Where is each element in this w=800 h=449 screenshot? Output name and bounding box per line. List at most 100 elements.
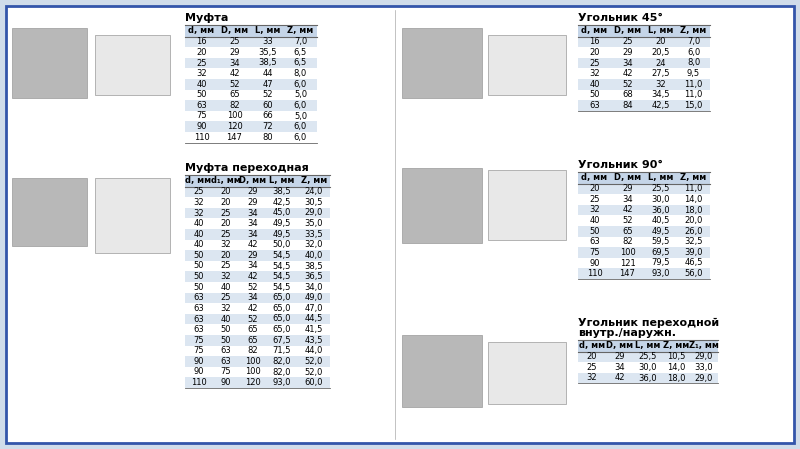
Bar [402, 168, 482, 243]
Text: 20: 20 [590, 184, 600, 194]
Text: 9,5: 9,5 [687, 69, 700, 78]
Text: d, мм: d, мм [582, 26, 607, 35]
Text: 120: 120 [226, 122, 242, 131]
Bar [185, 25, 317, 36]
Text: 25,5: 25,5 [651, 184, 670, 194]
Text: 29: 29 [247, 198, 258, 207]
Text: 71,5: 71,5 [273, 346, 291, 355]
Text: Z, мм: Z, мм [680, 26, 706, 35]
Text: 65,0: 65,0 [273, 304, 291, 313]
Text: 90: 90 [194, 357, 204, 366]
Text: 25: 25 [196, 58, 206, 67]
Bar [185, 367, 330, 377]
Text: 10,5: 10,5 [667, 352, 685, 361]
Text: D, мм: D, мм [221, 26, 248, 35]
Text: 90: 90 [590, 259, 600, 268]
Text: 40: 40 [196, 80, 206, 89]
Text: 32: 32 [589, 206, 600, 215]
Bar [578, 172, 710, 184]
Bar [578, 184, 710, 194]
Text: 63: 63 [589, 238, 600, 247]
Bar [578, 205, 710, 216]
Text: d₁, мм: d₁, мм [210, 176, 240, 185]
Text: 8,0: 8,0 [687, 58, 700, 67]
Text: 110: 110 [190, 378, 206, 387]
Text: 50: 50 [194, 261, 204, 270]
Bar [185, 186, 330, 197]
Bar [578, 89, 710, 100]
Text: 24: 24 [655, 58, 666, 67]
Text: 75: 75 [220, 367, 231, 377]
Bar [185, 79, 317, 89]
Text: 20,5: 20,5 [651, 48, 670, 57]
Bar [402, 335, 482, 407]
Bar [578, 79, 710, 89]
Text: L, мм: L, мм [648, 173, 673, 182]
Text: 29,0: 29,0 [695, 374, 713, 383]
Bar [488, 170, 566, 240]
Text: 8,0: 8,0 [294, 69, 307, 78]
Text: 147: 147 [226, 133, 242, 142]
Text: 43,5: 43,5 [305, 336, 323, 345]
Bar [185, 335, 330, 345]
Text: 47: 47 [262, 80, 273, 89]
Bar [185, 377, 330, 388]
Text: 60,0: 60,0 [305, 378, 323, 387]
Text: 25: 25 [220, 208, 230, 217]
Text: 46,5: 46,5 [684, 259, 702, 268]
Bar [578, 68, 710, 79]
Text: 68: 68 [622, 90, 633, 99]
Text: 44: 44 [262, 69, 273, 78]
Bar [488, 342, 566, 404]
Text: Z, мм: Z, мм [680, 173, 706, 182]
Bar [578, 194, 710, 205]
Text: 32: 32 [193, 198, 204, 207]
Bar [578, 36, 710, 47]
Text: 29: 29 [247, 251, 258, 260]
Text: 32,5: 32,5 [684, 238, 702, 247]
Text: 110: 110 [586, 269, 602, 278]
Text: 32: 32 [220, 304, 231, 313]
Bar [578, 352, 718, 362]
Text: 59,5: 59,5 [651, 238, 670, 247]
Text: Угольник переходной: Угольник переходной [578, 318, 719, 328]
Bar [578, 258, 710, 269]
Bar [578, 100, 710, 111]
Text: 65,0: 65,0 [273, 325, 291, 334]
Text: 34: 34 [247, 208, 258, 217]
Text: 75: 75 [193, 346, 204, 355]
Bar [578, 269, 710, 279]
Text: Z, мм: Z, мм [301, 176, 327, 185]
Text: 34,5: 34,5 [651, 90, 670, 99]
Bar [12, 178, 87, 246]
Text: 32: 32 [193, 208, 204, 217]
Text: 33,5: 33,5 [305, 230, 323, 239]
Text: 40: 40 [194, 240, 204, 249]
Text: 50: 50 [220, 325, 230, 334]
Text: Муфта: Муфта [185, 13, 228, 23]
Text: 20: 20 [655, 37, 666, 46]
Text: d, мм: d, мм [582, 173, 607, 182]
Bar [578, 226, 710, 237]
Text: 34: 34 [622, 58, 633, 67]
Text: Угольник 90°: Угольник 90° [578, 160, 663, 170]
Text: 93,0: 93,0 [273, 378, 291, 387]
Text: 52,0: 52,0 [305, 367, 323, 377]
Text: 42: 42 [247, 304, 258, 313]
Bar [185, 250, 330, 261]
Bar [185, 47, 317, 58]
Text: 18,0: 18,0 [684, 206, 702, 215]
Text: 33: 33 [262, 37, 273, 46]
Text: 100: 100 [620, 248, 635, 257]
Text: 38,5: 38,5 [273, 187, 291, 196]
Text: 54,5: 54,5 [273, 251, 291, 260]
Text: 42: 42 [622, 69, 633, 78]
Text: 29: 29 [614, 352, 626, 361]
Text: 36,0: 36,0 [651, 206, 670, 215]
Bar [185, 356, 330, 367]
Text: 82,0: 82,0 [273, 357, 291, 366]
Bar [578, 237, 710, 247]
Text: 34,0: 34,0 [305, 283, 323, 292]
Text: 11,0: 11,0 [684, 90, 702, 99]
Text: 34: 34 [247, 219, 258, 228]
